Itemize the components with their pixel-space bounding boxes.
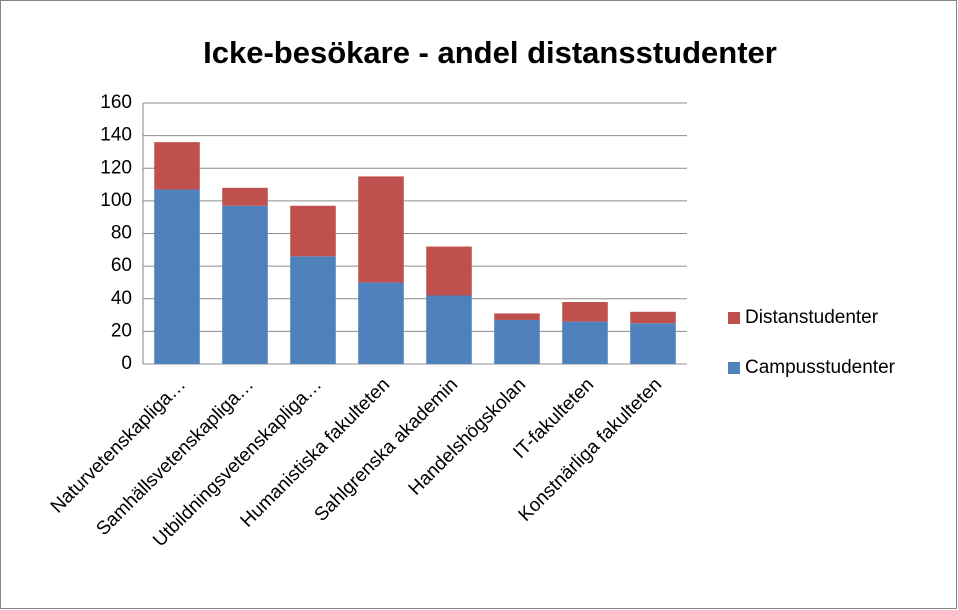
y-tick-label: 0 bbox=[121, 353, 132, 374]
y-tick-label: 60 bbox=[111, 255, 132, 276]
legend-swatch bbox=[728, 362, 740, 374]
bar-segment bbox=[494, 313, 540, 320]
bar-segment bbox=[154, 142, 200, 190]
bar-segment bbox=[290, 256, 336, 364]
bar-segment bbox=[358, 282, 404, 364]
y-tick-label: 140 bbox=[100, 125, 132, 146]
legend-label: Campusstudenter bbox=[745, 357, 896, 378]
bar-segment bbox=[290, 205, 336, 257]
bar-segment bbox=[562, 302, 608, 322]
y-tick-label: 80 bbox=[111, 223, 132, 244]
bar-segment bbox=[426, 295, 472, 364]
legend-label: Distanstudenter bbox=[745, 307, 879, 328]
bar-segment bbox=[154, 189, 200, 364]
bar-segment bbox=[494, 319, 540, 364]
chart-title: Icke-besökare - andel distansstudenter bbox=[203, 35, 777, 70]
bar-segment bbox=[426, 246, 472, 296]
bar-segment bbox=[562, 321, 608, 364]
bar-segment bbox=[222, 205, 268, 364]
bar-segment bbox=[222, 187, 268, 206]
bar-segment bbox=[358, 176, 404, 283]
y-tick-label: 120 bbox=[100, 157, 132, 178]
bar-segment bbox=[630, 323, 676, 364]
y-tick-label: 20 bbox=[111, 320, 132, 341]
legend-swatch bbox=[728, 312, 740, 324]
y-tick-label: 160 bbox=[100, 92, 132, 113]
y-tick-label: 40 bbox=[111, 288, 132, 309]
bar-segment bbox=[630, 311, 676, 324]
y-tick-label: 100 bbox=[100, 190, 132, 211]
